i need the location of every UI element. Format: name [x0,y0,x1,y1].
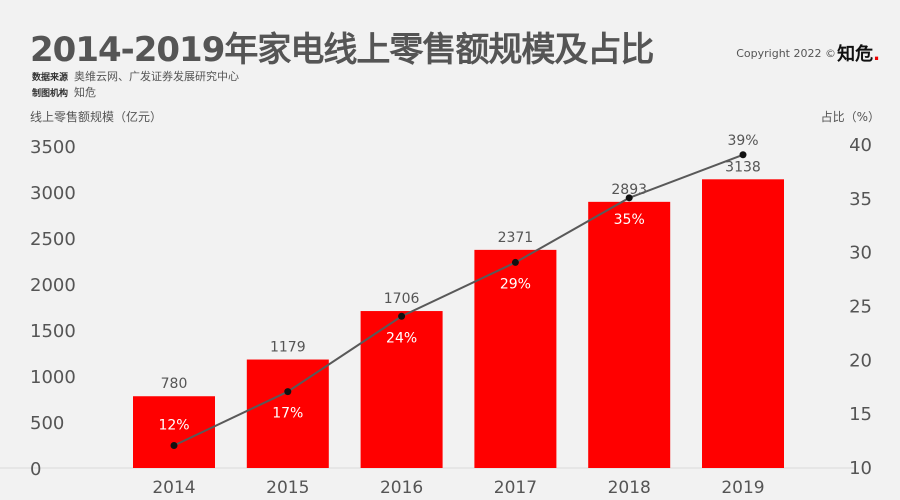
share-point [625,194,633,202]
share-point [170,441,178,449]
bar-value-label: 2371 [498,230,534,246]
bar [474,249,557,468]
chart-title: 2014-2019年家电线上零售额规模及占比 [30,30,654,70]
y-tick-label: 3500 [30,137,76,158]
chart-maker: 制图机构 知危 [32,84,96,100]
x-tick-label: 2019 [721,478,764,498]
y2-tick-label: 10 [849,458,872,479]
y2-tick-label: 20 [849,350,872,371]
share-label: 12% [158,417,189,433]
y-tick-label: 3000 [30,183,76,204]
share-point [739,151,747,159]
share-label: 24% [386,330,417,346]
share-label: 29% [500,276,531,292]
data-source: 数据来源 奥维云网、广发证券发展研究中心 [32,68,239,84]
share-label: 17% [272,406,303,422]
y-tick-label: 2000 [30,275,76,296]
source-label: 数据来源 [32,73,69,83]
y-tick-label: 1000 [30,367,76,388]
copyright: Copyright 2022 © [736,47,836,60]
bar-value-label: 780 [161,376,188,392]
x-tick-label: 2014 [152,478,195,498]
bar [246,359,329,468]
y-axis-title: 线上零售额规模（亿元） [30,110,163,124]
y2-tick-label: 40 [849,135,872,156]
bar [360,311,443,468]
bar-value-label: 3138 [725,159,761,175]
source-text: 奥维云网、广发证券发展研究中心 [74,70,240,83]
share-line [173,153,744,447]
y2-tick-label: 30 [849,243,872,264]
logo: 知危. [837,44,880,65]
y-tick-label: 500 [30,413,64,434]
y-tick-label: 0 [30,459,41,480]
bar [702,179,784,468]
share-point [284,388,292,396]
x-tick-label: 2016 [380,478,423,498]
y2-axis-title: 占比（%） [820,110,880,124]
share-label: 35% [614,212,645,228]
share-point [398,312,406,320]
x-tick-label: 2015 [266,478,309,498]
y-tick-label: 2500 [30,229,76,250]
maker-label: 制图机构 [32,89,69,99]
x-tick-label: 2017 [494,478,537,498]
bar-value-label: 1179 [270,340,306,356]
bar [588,201,671,468]
share-label: 39% [727,133,758,149]
share-point [511,258,519,266]
x-tick-label: 2018 [608,478,651,498]
y2-tick-label: 35 [849,189,872,210]
maker-text: 知危 [74,86,97,99]
y2-tick-label: 25 [849,297,872,318]
bar-value-label: 1706 [384,291,420,307]
y2-tick-label: 15 [849,404,872,425]
y-tick-label: 1500 [30,321,76,342]
